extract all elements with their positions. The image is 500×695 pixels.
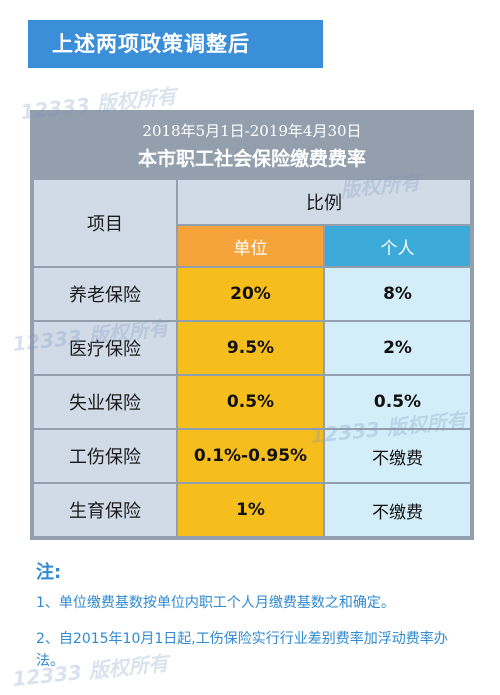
row-person-unemployment: 0.5% (325, 376, 470, 428)
row-person-medical: 2% (325, 322, 470, 374)
row-unit-maternity: 1% (178, 484, 323, 536)
notes-title: 注: (36, 562, 62, 583)
note-item-2: 2、自2015年10月1日起,工伤保险实行行业差别费率加浮动费率办法。 (36, 631, 448, 669)
row-label-maternity: 生育保险 (34, 484, 176, 536)
header-item: 项目 (34, 180, 176, 266)
table-title: 本市职工社会保险缴费费率 (137, 148, 366, 170)
row-label-medical: 医疗保险 (34, 322, 176, 374)
row-person-work-injury: 不缴费 (325, 430, 470, 482)
row-person-maternity: 不缴费 (325, 484, 470, 536)
header-person: 个人 (325, 226, 470, 266)
row-label-work-injury: 工伤保险 (34, 430, 176, 482)
row-unit-unemployment: 0.5% (178, 376, 323, 428)
note-item-1: 1、单位缴费基数按单位内职工个人月缴费基数之和确定。 (36, 595, 395, 611)
table-date-range: 2018年5月1日-2019年4月30日 (142, 122, 362, 140)
page-banner: 上述两项政策调整后 (28, 20, 323, 68)
row-label-pension: 养老保险 (34, 268, 176, 320)
row-unit-work-injury: 0.1%-0.95% (178, 430, 323, 482)
insurance-rate-table: 2018年5月1日-2019年4月30日 本市职工社会保险缴费费率 项目 比例 … (30, 110, 474, 540)
header-ratio: 比例 (178, 180, 470, 224)
header-unit: 单位 (178, 226, 323, 266)
row-label-unemployment: 失业保险 (34, 376, 176, 428)
row-unit-pension: 20% (178, 268, 323, 320)
row-person-pension: 8% (325, 268, 470, 320)
row-unit-medical: 9.5% (178, 322, 323, 374)
